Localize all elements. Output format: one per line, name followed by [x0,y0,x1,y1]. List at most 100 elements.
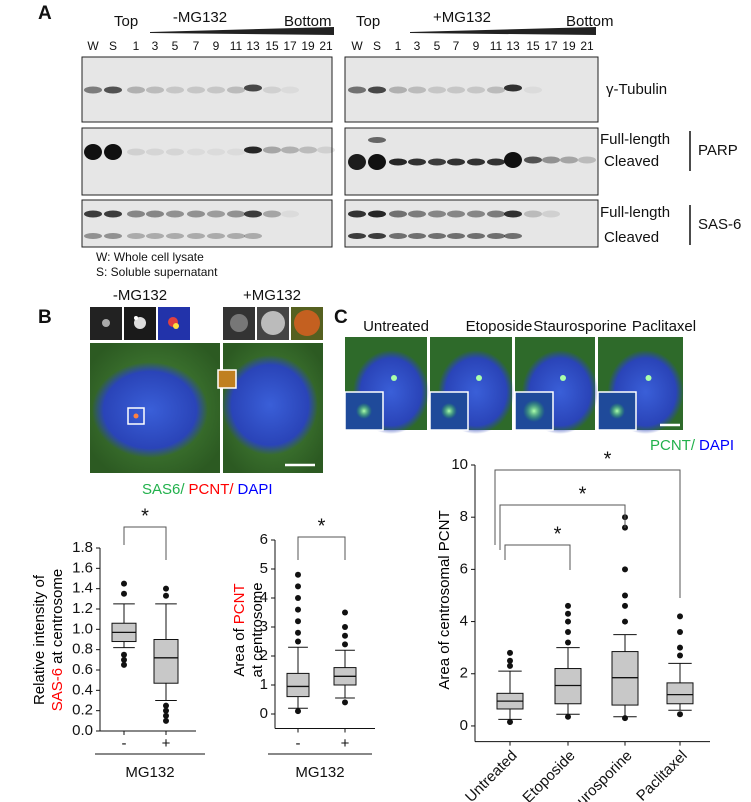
band [207,210,225,218]
band [84,210,102,218]
y-tick-label: 0.2 [72,702,93,719]
lane-label: 5 [172,39,179,53]
condition: -MG132 [113,287,167,304]
legend-item: DAPI [238,481,273,498]
significance-bracket [297,536,346,560]
lane-label: 9 [473,39,480,53]
band [84,86,102,94]
outlier [622,715,628,722]
band [348,154,366,170]
label-segment: at centrosome [249,582,266,677]
outlier [163,592,169,599]
band [524,156,542,164]
lane-label: 17 [283,39,297,53]
y-axis-label: Area of centrosomal PCNT [436,510,453,689]
outlier [295,638,301,645]
lane-label: 11 [490,39,503,53]
y-tick-label: 0 [460,717,468,734]
band [428,233,446,239]
band [207,233,225,239]
band [578,156,596,164]
outlier [565,610,571,617]
y-tick-label: 4 [260,589,268,606]
blot-label: Cleaved [604,229,659,246]
x-tick-label: - [296,735,301,752]
band [84,233,102,239]
outlier [295,571,301,578]
significance-bracket [499,504,626,550]
gradient-wedge [410,27,596,35]
outlier [677,629,683,636]
outlier [342,641,348,648]
gradient-top: Top [114,13,138,30]
significance-star: * [604,448,612,470]
band [84,144,102,160]
label-segment: Area of centrosomal PCNT [436,510,453,689]
legend-item: PCNT/ [189,481,235,498]
outlier [507,719,513,726]
outlier [622,618,628,625]
outlier [677,711,683,718]
gradient-wedge [150,27,334,35]
y-tick-label: 1.4 [72,580,93,597]
inset [429,391,469,431]
band [299,146,317,154]
y-tick-label: 6 [260,531,268,548]
y-tick-label: 1.2 [72,600,93,617]
outlier [342,609,348,616]
significance-bracket [494,469,681,598]
box [554,668,582,705]
band [504,84,522,92]
blot [81,199,333,248]
inset-dot [356,403,372,419]
lane-label: 19 [301,39,315,53]
gradient-bottom: Bottom [566,13,614,30]
gradient-top: Top [356,13,380,30]
y-axis-label: SAS-6 at centrosome [49,569,66,711]
band [146,210,164,218]
lane-label: 1 [133,39,140,53]
outlier [295,595,301,601]
band [389,86,407,94]
condition: +MG132 [243,287,301,304]
band [368,233,386,239]
outlier [565,629,571,636]
micrographs [90,307,323,473]
x-tick-label: + [341,735,350,752]
outlier [295,708,301,715]
band [487,158,505,166]
centrosome [476,375,482,381]
lane-label: W [351,39,363,53]
band [263,146,281,154]
condition: Staurosporine [533,318,626,335]
blot [344,199,599,248]
band [244,146,262,154]
outlier [565,713,571,720]
band [187,233,205,239]
band [227,148,245,156]
y-tick-label: 0.8 [72,641,93,658]
outlier [342,699,348,706]
y-tick-label: 1.6 [72,559,93,576]
y-tick-label: 0.4 [72,681,93,698]
outlier [121,651,127,658]
band [504,152,522,168]
outlier [121,580,127,587]
lane-label: 19 [562,39,576,53]
condition: +MG132 [433,9,491,26]
band [227,86,245,94]
band [244,84,262,92]
band [227,210,245,218]
outlier [295,606,301,613]
band [368,137,386,143]
band [408,86,426,94]
outlier [677,644,683,651]
outlier [565,618,571,625]
outlier [121,656,127,663]
band [146,148,164,156]
y-axis-label: Relative intensity of [31,574,48,705]
band [408,158,426,166]
lane-label: 21 [319,39,333,53]
lane-label: 9 [213,39,220,53]
band [428,158,446,166]
